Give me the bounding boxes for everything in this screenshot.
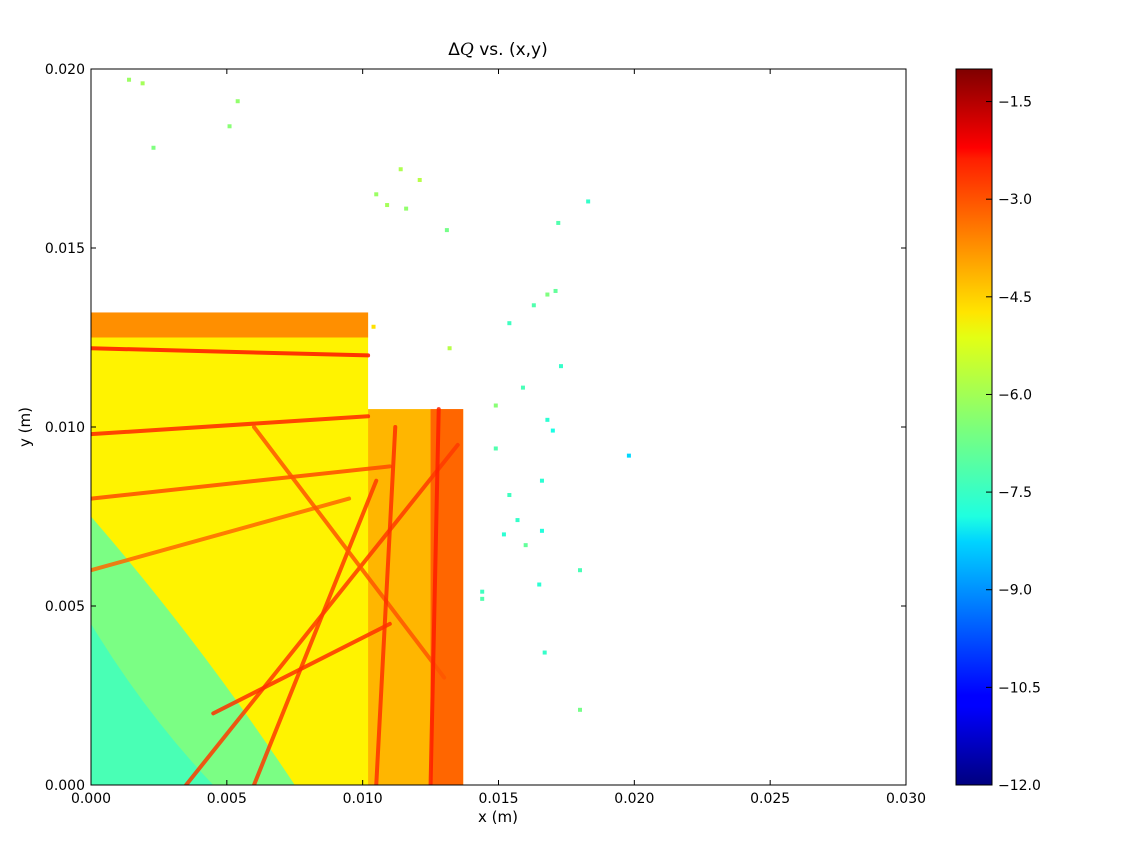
data-point: [385, 203, 390, 208]
data-point: [515, 518, 520, 523]
data-point: [578, 568, 582, 573]
data-point: [151, 145, 156, 150]
data-point: [493, 446, 498, 451]
x-tick-label: 0.000: [71, 791, 111, 807]
title-suffix: vs. (x,y): [474, 40, 548, 60]
x-tick-label: 0.005: [207, 791, 247, 807]
chart-title: ΔQ vs. (x,y): [448, 40, 548, 60]
data-point: [374, 192, 379, 197]
data-point: [545, 417, 550, 422]
data-point: [542, 650, 547, 655]
data-point: [556, 220, 561, 225]
data-point: [404, 206, 409, 211]
resonance-line: [428, 407, 441, 785]
data-point: [520, 385, 525, 390]
colorbar-tick-label: −10.5: [998, 680, 1041, 696]
y-tick-label: 0.010: [45, 420, 85, 436]
data-point: [444, 228, 449, 233]
data-point: [140, 81, 145, 86]
plot-area: [91, 312, 464, 785]
data-point: [480, 589, 485, 594]
y-tick-label: 0.020: [45, 62, 85, 78]
x-axis-label: x (m): [478, 808, 518, 826]
data-point: [493, 403, 498, 408]
title-prefix: Δ: [448, 40, 460, 60]
y-axis: 0.000 0.005 0.010 0.015 0.020: [45, 62, 906, 794]
colorbar-tick-label: −1.5: [998, 95, 1032, 111]
resonance-line: [252, 425, 447, 680]
colorbar-tick-label: −7.5: [998, 485, 1032, 501]
data-point: [417, 177, 422, 182]
x-tick-label: 0.025: [750, 791, 790, 807]
data-point: [523, 543, 528, 548]
outlier-points: [127, 77, 631, 712]
resonance-line: [91, 346, 371, 358]
y-tick-label: 0.015: [45, 241, 85, 257]
colorbar-ticks: −1.5 −3.0 −4.5 −6.0 −7.5 −9.0 −10.5 −12.0: [986, 95, 1041, 794]
x-axis: 0.000 0.005 0.010 0.015 0.020 0.025 0.030: [71, 69, 926, 807]
data-point: [501, 532, 506, 537]
y-tick-label: 0.000: [45, 778, 85, 794]
colorbar: [955, 68, 993, 786]
data-point: [626, 453, 631, 458]
data-point: [480, 596, 485, 601]
title-symbol: Q: [460, 40, 474, 60]
x-tick-label: 0.030: [886, 791, 926, 807]
colorbar-tick-label: −6.0: [998, 387, 1032, 403]
x-tick-label: 0.010: [343, 791, 383, 807]
core-region-inner: [91, 623, 214, 785]
data-point: [227, 124, 232, 129]
colorbar-tick-label: −3.0: [998, 192, 1032, 208]
data-point: [578, 707, 582, 712]
y-axis-label: y (m): [16, 407, 34, 447]
data-point: [531, 303, 536, 308]
data-point: [539, 478, 544, 483]
resonance-line: [91, 414, 371, 437]
resonance-line: [211, 621, 392, 716]
data-point: [553, 288, 558, 293]
data-point: [545, 292, 550, 297]
data-point: [507, 321, 512, 326]
resonance-line: [91, 496, 352, 573]
data-point: [550, 428, 555, 433]
data-point: [558, 364, 563, 369]
x-tick-label: 0.020: [614, 791, 654, 807]
data-point: [398, 167, 403, 172]
data-point: [447, 346, 452, 351]
data-point: [537, 582, 542, 587]
resonance-line: [374, 425, 398, 785]
top-band: [91, 312, 369, 338]
data-point: [235, 99, 240, 104]
resonance-line: [91, 464, 392, 501]
y-tick-label: 0.005: [45, 599, 85, 615]
data-point: [127, 77, 132, 82]
colorbar-tick-label: −9.0: [998, 583, 1032, 599]
x-tick-label: 0.015: [478, 791, 518, 807]
data-point: [371, 324, 376, 329]
data-point: [539, 528, 544, 533]
colorbar-tick-label: −4.5: [998, 290, 1032, 306]
colorbar-tick-label: −12.0: [998, 778, 1041, 794]
resonance-line: [252, 478, 379, 785]
data-point: [586, 199, 591, 204]
data-point: [507, 493, 512, 498]
